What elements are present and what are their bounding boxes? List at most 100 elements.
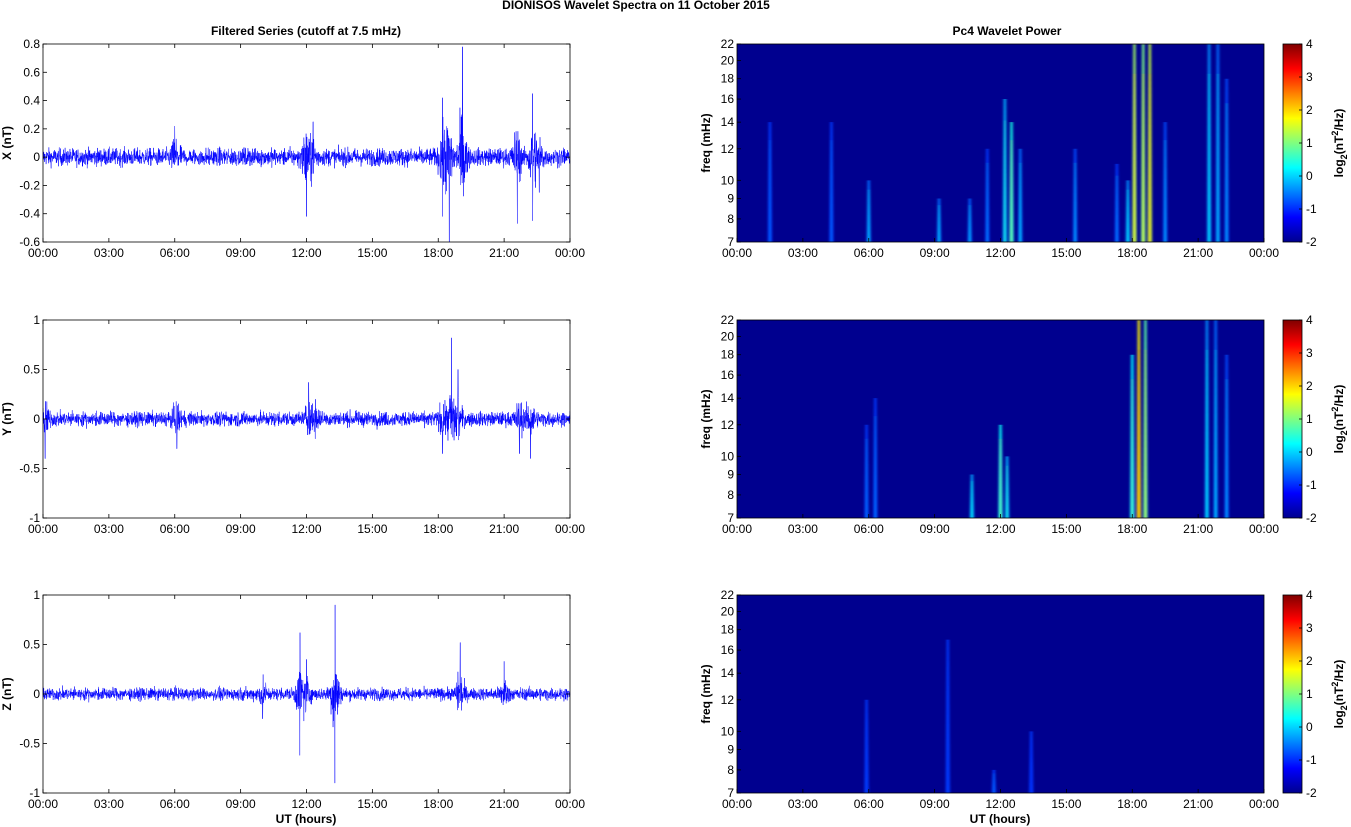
y-tick-label: 0.8 bbox=[23, 37, 40, 51]
x-tick-label: 09:00 bbox=[226, 522, 256, 536]
x-tick-label: 00:00 bbox=[555, 797, 585, 811]
y-tick-label: 16 bbox=[721, 368, 735, 382]
colorbar-tick-label: -2 bbox=[1306, 511, 1317, 525]
y-tick-label: 10 bbox=[721, 449, 735, 463]
y-tick-label: 18 bbox=[721, 348, 735, 362]
y-tick-label: 12 bbox=[721, 142, 735, 156]
series-trace bbox=[42, 604, 571, 784]
y-tick-label: 0.6 bbox=[23, 65, 40, 79]
streak-group bbox=[864, 639, 1034, 793]
left-column-title: Filtered Series (cutoff at 7.5 mHz) bbox=[211, 24, 401, 38]
y-axis-label: freq (mHz) bbox=[699, 389, 713, 448]
wavelet-streak-core bbox=[865, 713, 868, 793]
wavelet-streak-core bbox=[1149, 73, 1151, 242]
wavelet-background bbox=[737, 595, 1264, 793]
colorbar-label-part: (nT bbox=[1332, 411, 1346, 430]
x-tick-label: 00:00 bbox=[555, 246, 585, 260]
x-tick-label: 18:00 bbox=[423, 522, 453, 536]
y-tick-label: 20 bbox=[721, 329, 735, 343]
wavelet-streak-core bbox=[1225, 103, 1228, 242]
colorbar-tick-label: 1 bbox=[1306, 136, 1313, 150]
y-tick-label: -1 bbox=[29, 786, 40, 800]
colorbar-tick-label: 2 bbox=[1306, 654, 1313, 668]
y-tick-label: 7 bbox=[727, 786, 734, 800]
wavelet-streak-core bbox=[969, 205, 971, 242]
x-tick-label: 00:00 bbox=[555, 522, 585, 536]
colorbar-tick-label: 1 bbox=[1306, 412, 1313, 426]
y-tick-label: 8 bbox=[727, 763, 734, 777]
x-tick-label: 09:00 bbox=[226, 246, 256, 260]
x-tick-label: 18:00 bbox=[423, 246, 453, 260]
streak-group bbox=[864, 320, 1229, 518]
figure-suptitle: DIONISOS Wavelet Spectra on 11 October 2… bbox=[502, 0, 770, 12]
x-tick-label: 06:00 bbox=[160, 797, 190, 811]
colorbar-label-part: log bbox=[1332, 710, 1346, 728]
colorbar-tick-label: 2 bbox=[1306, 103, 1313, 117]
y-tick-label: -0.2 bbox=[19, 178, 40, 192]
x-tick-label: 12:00 bbox=[985, 522, 1015, 536]
colorbar-label-part: /Hz) bbox=[1332, 660, 1346, 682]
wavelet-streak-core bbox=[1144, 349, 1147, 518]
x-tick-label: 12:00 bbox=[985, 246, 1015, 260]
x-tick-label: 18:00 bbox=[1117, 797, 1147, 811]
x-tick-label: 03:00 bbox=[94, 797, 124, 811]
x-tick-label: 15:00 bbox=[1051, 246, 1081, 260]
x-tick-label: 00:00 bbox=[28, 246, 58, 260]
y-tick-label: 0.2 bbox=[23, 122, 40, 136]
y-tick-label: 16 bbox=[721, 643, 735, 657]
x-tick-label: 12:00 bbox=[291, 246, 321, 260]
streak-group bbox=[767, 44, 1229, 242]
y-axis-label: freq (mHz) bbox=[699, 664, 713, 723]
wavelet-streak-core bbox=[1074, 162, 1076, 242]
right-column-title: Pc4 Wavelet Power bbox=[953, 24, 1062, 38]
colorbar-tick-label: 0 bbox=[1306, 169, 1313, 183]
y-tick-label: 8 bbox=[727, 488, 734, 502]
y-tick-label: 14 bbox=[721, 115, 735, 129]
y-tick-label: 22 bbox=[721, 588, 735, 602]
x-tick-label: 00:00 bbox=[28, 797, 58, 811]
x-tick-label: 03:00 bbox=[788, 797, 818, 811]
wavelet-streak-core bbox=[1127, 189, 1129, 242]
y-tick-label: 14 bbox=[721, 666, 735, 680]
y-tick-label: 9 bbox=[727, 468, 734, 482]
timeseries-panel-x: 0.80.60.40.20-0.2-0.4-0.600:00 03:00 06:00… bbox=[0, 37, 585, 260]
wavelet-streak-core bbox=[1214, 349, 1217, 518]
wavelet-streak-core bbox=[1030, 740, 1032, 793]
y-axis-label: X (nT) bbox=[0, 126, 14, 160]
colorbar-tick-label: -2 bbox=[1306, 235, 1317, 249]
x-tick-label: 03:00 bbox=[788, 246, 818, 260]
colorbar-tick-label: 0 bbox=[1306, 720, 1313, 734]
colorbar-tick-label: -1 bbox=[1306, 478, 1317, 492]
y-tick-label: 0.5 bbox=[23, 363, 40, 377]
y-tick-label: 7 bbox=[727, 235, 734, 249]
wavelet-streak-core bbox=[1116, 175, 1118, 242]
timeseries-panel-z: 10.50-0.5-100:00 03:00 06:00 09:00 12:00 15:0… bbox=[0, 588, 585, 811]
colorbar-label-part: (nT bbox=[1332, 135, 1346, 154]
y-tick-label: 22 bbox=[721, 37, 735, 51]
series-trace bbox=[42, 337, 571, 459]
wavelet-streak-core bbox=[1225, 379, 1228, 518]
wavelet-streak-core bbox=[993, 773, 995, 793]
y-axis-label: Z (nT) bbox=[0, 677, 14, 710]
x-tick-label: 00:00 bbox=[722, 246, 752, 260]
x-tick-label: 15:00 bbox=[1051, 797, 1081, 811]
y-tick-label: 10 bbox=[721, 173, 735, 187]
y-tick-label: 0 bbox=[33, 412, 40, 426]
colorbar-label-sup: 2 bbox=[1330, 131, 1340, 136]
x-tick-label: 03:00 bbox=[94, 522, 124, 536]
wavelet-streak-core bbox=[1004, 120, 1006, 242]
wavelet-streak-core bbox=[1133, 73, 1136, 242]
wavelet-background bbox=[737, 44, 1264, 242]
wavelet-streak-core bbox=[769, 140, 771, 242]
colorbar-label-part: /Hz) bbox=[1332, 109, 1346, 131]
colorbar-label: log2(nT2/Hz) bbox=[1330, 385, 1349, 454]
x-tick-label: 09:00 bbox=[226, 797, 256, 811]
y-tick-label: 20 bbox=[721, 604, 735, 618]
y-tick-label: -0.4 bbox=[19, 207, 40, 221]
colorbar-label-part: /Hz) bbox=[1332, 385, 1346, 407]
y-tick-label: 8 bbox=[727, 212, 734, 226]
wavelet-streak-core bbox=[999, 438, 1002, 518]
